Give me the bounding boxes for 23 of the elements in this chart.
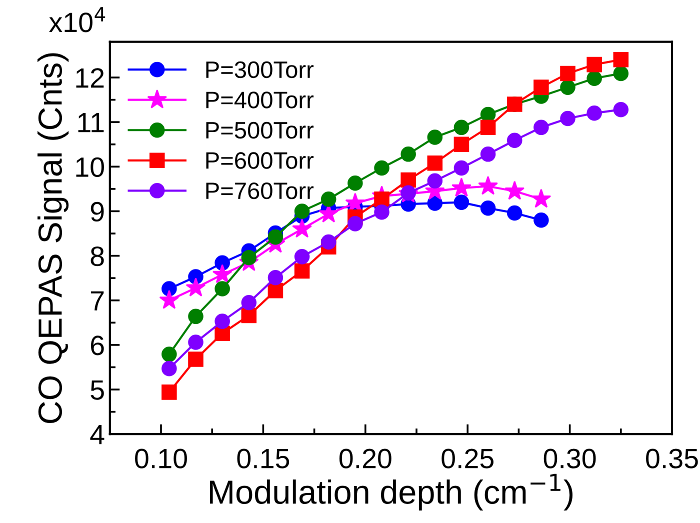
legend-label: P=760Torr [206,182,314,200]
y-tick-label: 9 [90,202,104,222]
x-tick-label: 0.35 [646,448,698,468]
x-tick-label: 0.25 [442,448,494,468]
y-tick-label: 11 [78,113,104,132]
legend-label: P=500Torr [206,122,314,139]
y-tick-label: 5 [90,380,104,400]
text: x10$^{4}$ [49,7,106,32]
x-tick-label: 0.20 [339,448,392,468]
x-tick-label: 0.10 [135,448,187,468]
x-axis-title: Modulation depth (cm$^{−1}$) [210,474,572,511]
y-tick-label: 6 [91,336,104,356]
x-tick-label: 0.30 [544,448,596,468]
legend-label: P=600Torr [206,152,314,169]
y-axis-title: CO QEPAS Signal (Cnts) [38,53,69,424]
legend-label: P=300Torr [206,61,314,78]
y-tick-label: 8 [90,246,104,266]
y-tick-label: 7 [91,291,104,310]
x-tick-label: 0.15 [237,448,290,468]
y-tick-label: 12 [76,68,104,88]
y-tick-label: 10 [76,157,104,177]
y-tick-label: 4 [90,425,104,444]
legend-label: P=400Torr [206,92,314,108]
